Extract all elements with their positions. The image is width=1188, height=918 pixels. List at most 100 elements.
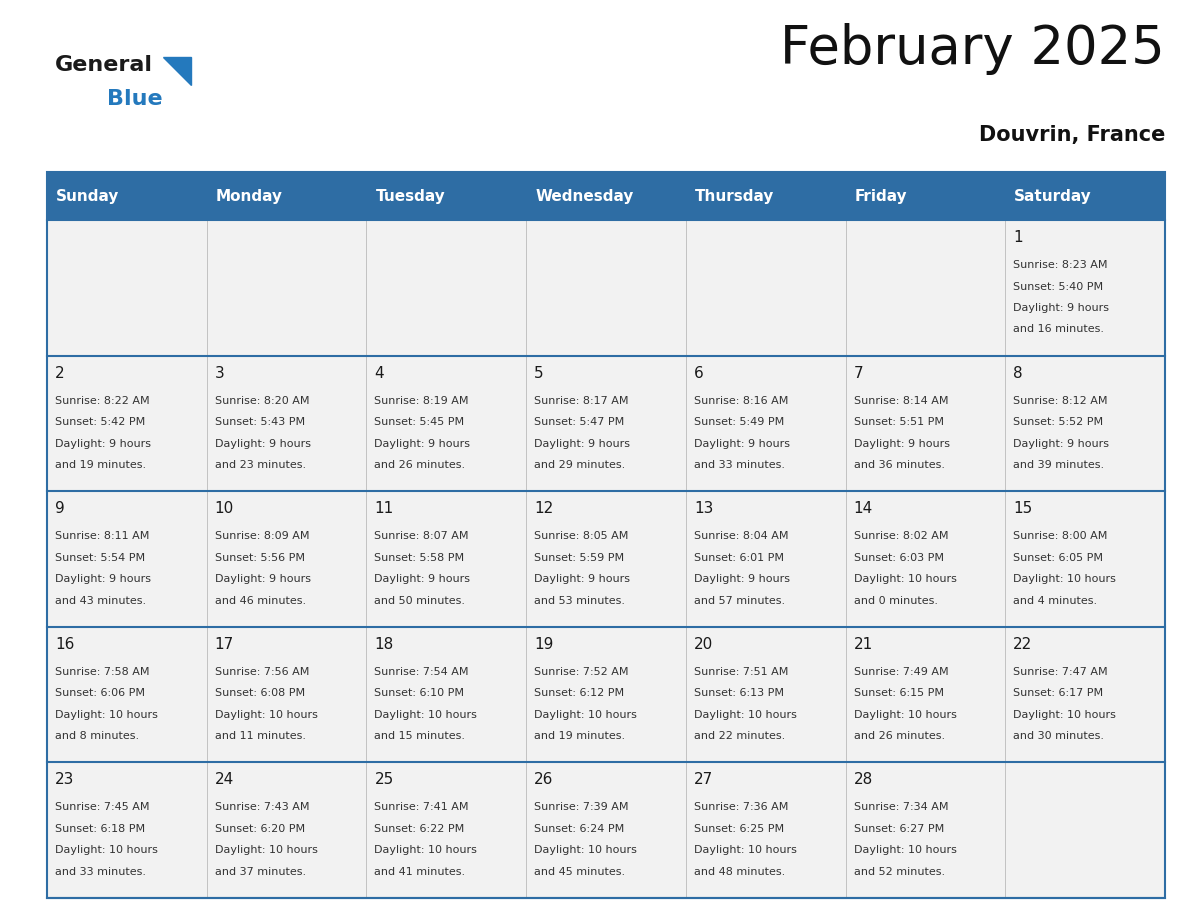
Text: Sunset: 6:17 PM: Sunset: 6:17 PM <box>1013 688 1104 699</box>
Text: Sunset: 6:08 PM: Sunset: 6:08 PM <box>215 688 305 699</box>
Bar <box>48 220 207 355</box>
Text: General: General <box>55 55 153 75</box>
Text: and 39 minutes.: and 39 minutes. <box>1013 460 1105 470</box>
Text: Sunset: 6:22 PM: Sunset: 6:22 PM <box>374 823 465 834</box>
Text: Sunrise: 7:49 AM: Sunrise: 7:49 AM <box>853 666 948 677</box>
Text: Sunset: 6:05 PM: Sunset: 6:05 PM <box>1013 553 1104 563</box>
Text: Daylight: 10 hours: Daylight: 10 hours <box>1013 710 1117 720</box>
Text: 3: 3 <box>215 365 225 381</box>
Text: Daylight: 9 hours: Daylight: 9 hours <box>535 574 630 584</box>
Bar <box>685 491 846 627</box>
Text: and 8 minutes.: and 8 minutes. <box>55 732 139 742</box>
Text: Sunset: 5:49 PM: Sunset: 5:49 PM <box>694 417 784 427</box>
Text: Sunset: 5:58 PM: Sunset: 5:58 PM <box>374 553 465 563</box>
Text: 1: 1 <box>1013 230 1023 245</box>
Bar <box>526 355 685 491</box>
Text: Daylight: 10 hours: Daylight: 10 hours <box>535 845 637 856</box>
Bar <box>207 172 366 220</box>
Bar <box>1005 220 1165 355</box>
Bar <box>1005 355 1165 491</box>
Bar <box>207 627 366 763</box>
Text: Sunrise: 7:36 AM: Sunrise: 7:36 AM <box>694 802 788 812</box>
Text: Sunrise: 8:02 AM: Sunrise: 8:02 AM <box>853 532 948 542</box>
Bar <box>1005 172 1165 220</box>
Bar <box>685 355 846 491</box>
Text: 6: 6 <box>694 365 703 381</box>
Bar <box>846 627 1005 763</box>
Text: Daylight: 10 hours: Daylight: 10 hours <box>535 710 637 720</box>
Text: Sunrise: 8:11 AM: Sunrise: 8:11 AM <box>55 532 150 542</box>
Text: Daylight: 10 hours: Daylight: 10 hours <box>1013 574 1117 584</box>
Bar <box>48 172 207 220</box>
Text: and 33 minutes.: and 33 minutes. <box>55 867 146 877</box>
Text: and 11 minutes.: and 11 minutes. <box>215 732 305 742</box>
Bar <box>366 627 526 763</box>
Text: and 41 minutes.: and 41 minutes. <box>374 867 466 877</box>
Text: Friday: Friday <box>854 188 908 204</box>
Text: Sunset: 5:47 PM: Sunset: 5:47 PM <box>535 417 625 427</box>
Text: Wednesday: Wednesday <box>535 188 633 204</box>
Text: and 33 minutes.: and 33 minutes. <box>694 460 785 470</box>
Text: and 22 minutes.: and 22 minutes. <box>694 732 785 742</box>
Text: and 29 minutes.: and 29 minutes. <box>535 460 625 470</box>
Bar <box>48 491 207 627</box>
Text: Daylight: 10 hours: Daylight: 10 hours <box>694 710 797 720</box>
Text: Daylight: 10 hours: Daylight: 10 hours <box>215 710 317 720</box>
Bar <box>526 220 685 355</box>
Bar <box>207 355 366 491</box>
Text: and 15 minutes.: and 15 minutes. <box>374 732 466 742</box>
Bar <box>207 491 366 627</box>
Text: 24: 24 <box>215 772 234 788</box>
Text: Sunrise: 8:22 AM: Sunrise: 8:22 AM <box>55 396 150 406</box>
Text: Sunset: 6:10 PM: Sunset: 6:10 PM <box>374 688 465 699</box>
Text: Sunset: 5:51 PM: Sunset: 5:51 PM <box>853 417 943 427</box>
Text: 4: 4 <box>374 365 384 381</box>
Text: Daylight: 10 hours: Daylight: 10 hours <box>374 710 478 720</box>
Bar <box>685 627 846 763</box>
Text: Daylight: 10 hours: Daylight: 10 hours <box>55 845 158 856</box>
Text: Daylight: 9 hours: Daylight: 9 hours <box>535 439 630 449</box>
Text: Daylight: 10 hours: Daylight: 10 hours <box>853 574 956 584</box>
Text: Daylight: 9 hours: Daylight: 9 hours <box>694 439 790 449</box>
Text: Sunrise: 7:41 AM: Sunrise: 7:41 AM <box>374 802 469 812</box>
Text: and 4 minutes.: and 4 minutes. <box>1013 596 1098 606</box>
Text: Sunset: 5:52 PM: Sunset: 5:52 PM <box>1013 417 1104 427</box>
Text: Sunrise: 7:47 AM: Sunrise: 7:47 AM <box>1013 666 1108 677</box>
Text: Sunrise: 8:17 AM: Sunrise: 8:17 AM <box>535 396 628 406</box>
Text: and 50 minutes.: and 50 minutes. <box>374 596 466 606</box>
Text: Sunrise: 8:14 AM: Sunrise: 8:14 AM <box>853 396 948 406</box>
Text: and 19 minutes.: and 19 minutes. <box>535 732 625 742</box>
Text: and 36 minutes.: and 36 minutes. <box>853 460 944 470</box>
Text: and 19 minutes.: and 19 minutes. <box>55 460 146 470</box>
Text: Sunrise: 8:16 AM: Sunrise: 8:16 AM <box>694 396 788 406</box>
Bar <box>1005 763 1165 898</box>
Text: 17: 17 <box>215 637 234 652</box>
Text: Sunrise: 8:23 AM: Sunrise: 8:23 AM <box>1013 260 1107 270</box>
Text: Sunrise: 8:04 AM: Sunrise: 8:04 AM <box>694 532 789 542</box>
Text: 28: 28 <box>853 772 873 788</box>
Polygon shape <box>163 57 191 85</box>
Bar <box>685 220 846 355</box>
Text: February 2025: February 2025 <box>781 23 1165 75</box>
Text: and 0 minutes.: and 0 minutes. <box>853 596 937 606</box>
Text: Daylight: 10 hours: Daylight: 10 hours <box>215 845 317 856</box>
Text: Sunrise: 8:19 AM: Sunrise: 8:19 AM <box>374 396 469 406</box>
Text: Sunrise: 7:51 AM: Sunrise: 7:51 AM <box>694 666 788 677</box>
Text: Daylight: 10 hours: Daylight: 10 hours <box>853 845 956 856</box>
Text: Sunrise: 7:43 AM: Sunrise: 7:43 AM <box>215 802 309 812</box>
Bar <box>48 172 1165 898</box>
Text: Daylight: 9 hours: Daylight: 9 hours <box>55 439 151 449</box>
Text: Sunrise: 7:45 AM: Sunrise: 7:45 AM <box>55 802 150 812</box>
Text: Daylight: 10 hours: Daylight: 10 hours <box>55 710 158 720</box>
Bar <box>685 763 846 898</box>
Text: 26: 26 <box>535 772 554 788</box>
Text: and 52 minutes.: and 52 minutes. <box>853 867 944 877</box>
Text: 2: 2 <box>55 365 64 381</box>
Text: and 23 minutes.: and 23 minutes. <box>215 460 305 470</box>
Text: Sunset: 6:27 PM: Sunset: 6:27 PM <box>853 823 943 834</box>
Text: and 48 minutes.: and 48 minutes. <box>694 867 785 877</box>
Text: Sunrise: 7:58 AM: Sunrise: 7:58 AM <box>55 666 150 677</box>
Text: Sunset: 5:54 PM: Sunset: 5:54 PM <box>55 553 145 563</box>
Bar <box>48 627 207 763</box>
Text: Sunrise: 7:39 AM: Sunrise: 7:39 AM <box>535 802 628 812</box>
